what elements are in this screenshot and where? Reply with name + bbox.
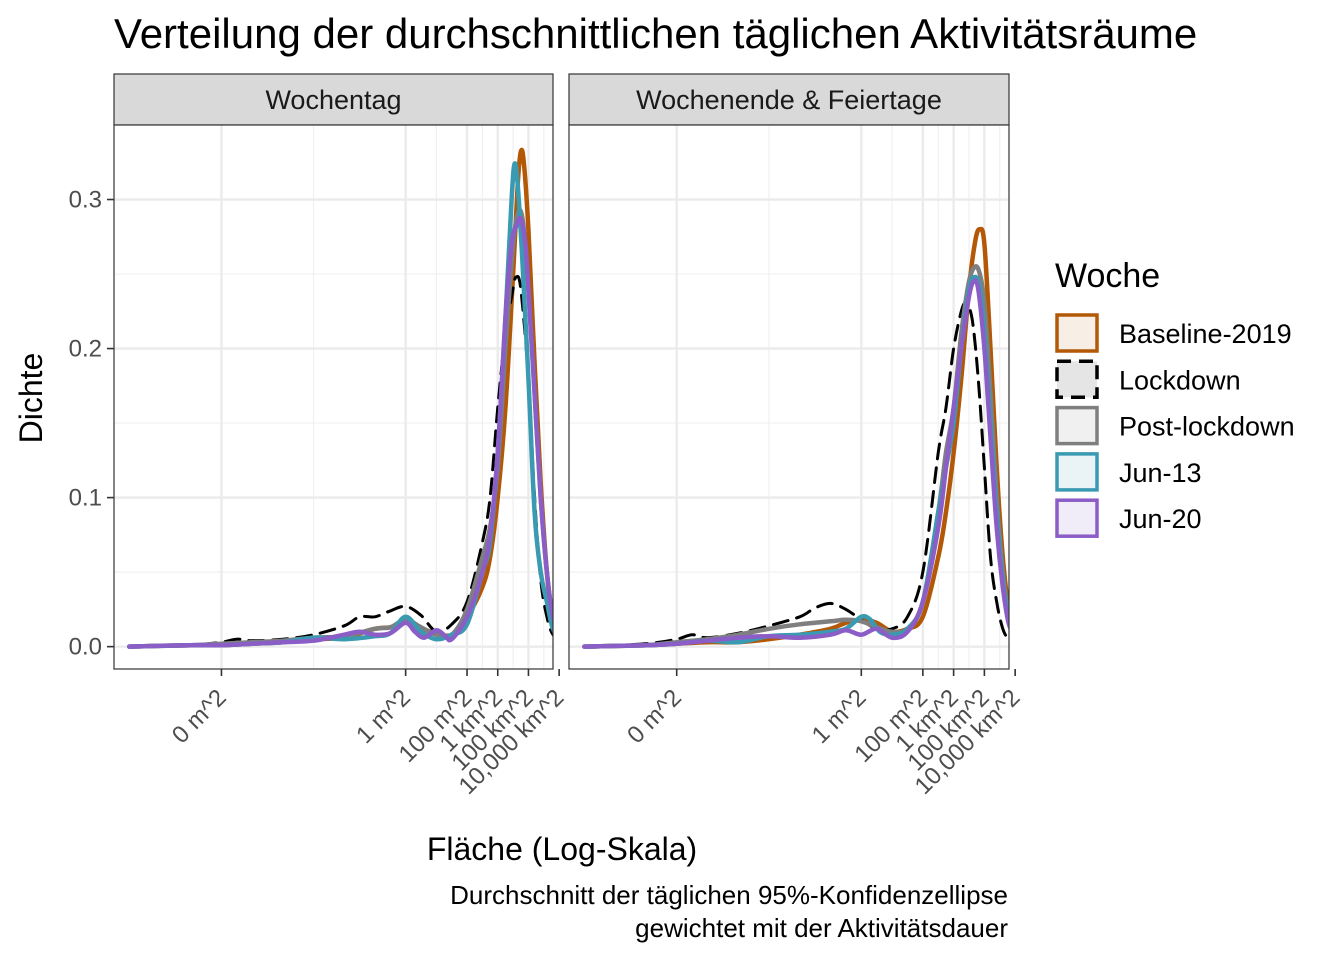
facet-strip-label: Wochenende & Feiertage: [636, 85, 942, 115]
caption-line-1: Durchschnitt der täglichen 95%-Konfidenz…: [450, 880, 1008, 910]
legend-entry-lockdown: Lockdown: [1055, 359, 1241, 400]
series-lines: [127, 147, 553, 649]
legend-title: Woche: [1055, 257, 1160, 295]
legend-entries: Baseline-2019 Lockdown Post-lockdown Jun-13…: [1055, 313, 1295, 538]
legend-key: [1055, 452, 1099, 492]
x-tick-label: 0 m^2: [167, 684, 232, 749]
legend-key: [1055, 359, 1099, 400]
facet-strip-label: Wochentag: [265, 85, 401, 115]
x-tick-label: 0 m^2: [622, 684, 687, 749]
y-tick-label: 0.1: [69, 485, 102, 512]
legend-label: Lockdown: [1119, 365, 1241, 395]
chart-title: Verteilung der durchschnittlichen täglic…: [114, 10, 1197, 57]
legend-entry-jun-20: Jun-20: [1055, 498, 1202, 538]
facet-strip: [113, 73, 554, 126]
legend-label: Jun-13: [1119, 458, 1202, 488]
x-axis-title: Fläche (Log-Skala): [427, 831, 697, 867]
density-line-jun-20: [582, 278, 1009, 649]
legend-label: Jun-20: [1119, 504, 1202, 534]
legend-entry-baseline-2019: Baseline-2019: [1055, 313, 1292, 353]
legend-label: Baseline-2019: [1119, 319, 1292, 349]
y-tick-label: 0.0: [69, 634, 102, 661]
plot-background: [114, 125, 553, 669]
legend-entry-post-lockdown: Post-lockdown: [1055, 405, 1295, 446]
legend-entry-jun-13: Jun-13: [1055, 452, 1202, 492]
panel-border: [568, 124, 1010, 670]
y-tick-label: 0.3: [69, 187, 102, 214]
caption-line-2: gewichtet mit der Aktivitätsdauer: [635, 913, 1008, 943]
legend-key: [1055, 313, 1099, 353]
legend: Woche Baseline-2019 Lockdown Post-lockdown…: [1055, 257, 1295, 538]
legend-key: [1055, 405, 1099, 446]
y-tick-label: 0.2: [69, 336, 102, 363]
legend-label: Post-lockdown: [1119, 412, 1295, 442]
density-line-jun-20: [127, 215, 553, 649]
legend-key: [1055, 498, 1099, 538]
series-lines: [582, 226, 1009, 649]
plot-background: [569, 125, 1009, 669]
facet-strip: [568, 73, 1010, 126]
y-axis-title: Dichte: [13, 353, 49, 444]
panel-border: [113, 124, 554, 670]
